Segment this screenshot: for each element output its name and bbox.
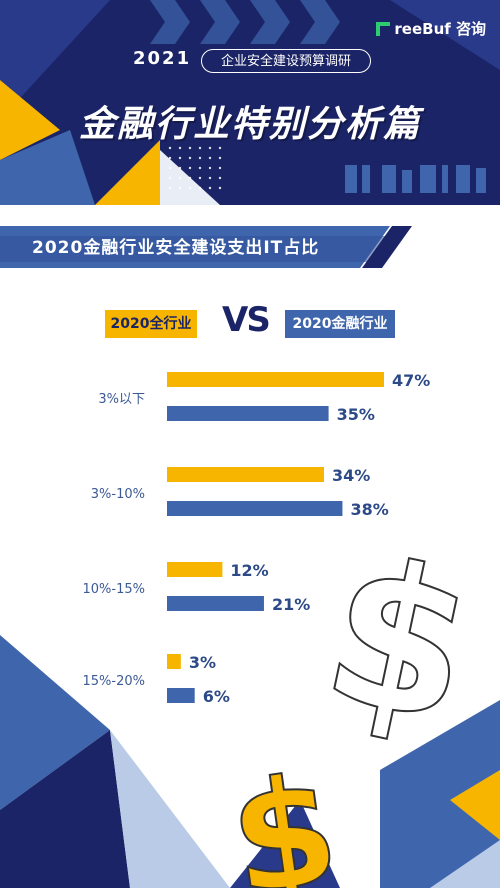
vs-label: VS xyxy=(222,300,271,340)
data-label: 38% xyxy=(350,500,388,519)
data-label: 21% xyxy=(272,595,310,614)
brand-name: reeBuf 咨询 xyxy=(394,20,486,38)
data-label: 12% xyxy=(230,561,268,580)
data-label: 6% xyxy=(203,687,230,706)
chart-title: 2020金融行业安全建设支出IT占比 xyxy=(32,238,320,258)
page-title: 金融行业特别分析篇 xyxy=(78,104,421,145)
legend-entry-finance: 2020金融行业 xyxy=(285,310,395,338)
header-decoration xyxy=(0,0,500,205)
category-label: 3%-10% xyxy=(91,487,145,502)
legend-entry-all-industries: 2020全行业 xyxy=(105,310,197,338)
bar-finance xyxy=(167,596,264,611)
bar-all-industries xyxy=(167,372,384,387)
bar-finance xyxy=(167,406,329,421)
bar-all-industries xyxy=(167,467,324,482)
data-label: 34% xyxy=(332,466,370,485)
bar-finance xyxy=(167,688,195,703)
bar-all-industries xyxy=(167,654,181,669)
section-banner xyxy=(0,226,412,268)
header-banner: reeBuf 咨询 2021 企业安全建设预算调研 金融行业特别分析篇 xyxy=(0,0,500,205)
category-label: 10%-15% xyxy=(83,582,145,597)
bottom-decoration: $ $ xyxy=(0,540,500,888)
bar-all-industries xyxy=(167,562,223,577)
brand-logo: reeBuf 咨询 xyxy=(376,18,486,39)
category-label: 3%以下 xyxy=(98,392,145,407)
bar-finance xyxy=(167,501,343,516)
data-label: 35% xyxy=(337,405,375,424)
freebuf-logo-icon xyxy=(376,21,391,36)
data-label: 3% xyxy=(189,653,216,672)
report-subtitle: 企业安全建设预算调研 xyxy=(201,49,371,73)
report-year: 2021 xyxy=(133,48,192,69)
category-label: 15%-20% xyxy=(83,674,145,689)
data-label: 47% xyxy=(392,371,430,390)
